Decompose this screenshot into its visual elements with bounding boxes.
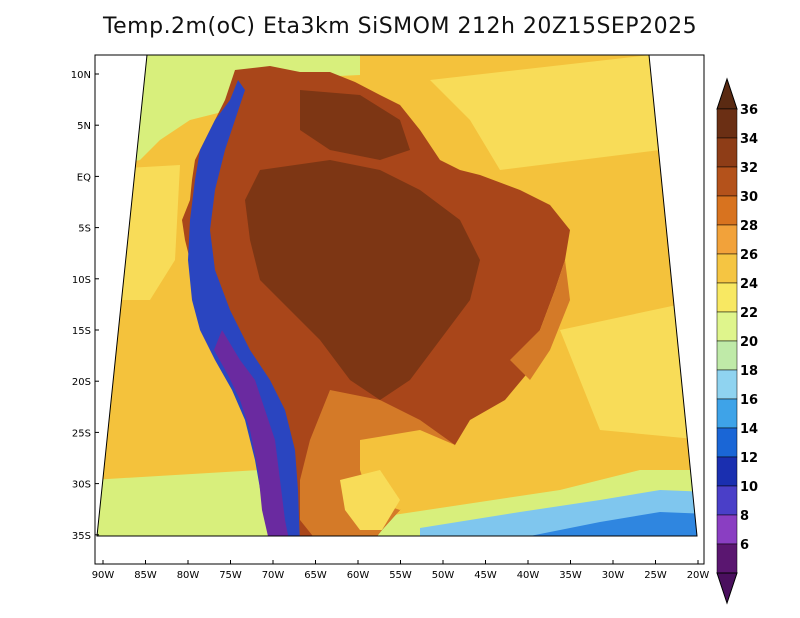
ocean-atlantic-mid-mild [560,300,697,440]
colorbar-label: 28 [740,219,758,234]
lat-tick-label: 35S [72,531,91,542]
colorbar-label: 8 [740,509,749,524]
lon-tick-label: 25W [644,570,667,581]
lon-tick-label: 35W [559,570,582,581]
map-field [97,55,697,536]
lon-tick-label: 50W [432,570,455,581]
axes-frame [94,54,705,565]
map-title: Temp.2m(oC) Eta3km SiSMOM 212h 20Z15SEP2… [102,14,698,39]
colorbar-segment [716,282,738,313]
lat-tick-label: EQ [77,172,91,183]
colorbar-label: 12 [740,451,758,466]
colorbar-segment [716,485,738,516]
land-uruguay-mild [340,470,400,530]
colorbar-segment [716,369,738,400]
lon-tick-label: 75W [219,570,242,581]
lat-tick-label: 10S [72,275,91,286]
lon-tick-label: 90W [92,570,115,581]
colorbar-segment [716,195,738,226]
ocean-pacific-south-cool [97,470,270,536]
colorbar-segment [716,166,738,197]
colorbar-label: 30 [740,190,758,205]
ocean-atlantic-south-colder [520,512,697,536]
colorbar-label: 32 [740,161,758,176]
colorbar-label: 26 [740,248,758,263]
colorbar: 36 34 32 30 28 26 24 22 20 18 16 14 12 10 8 6 [716,77,758,605]
lon-tick-label: 55W [389,570,412,581]
colorbar-segment [716,398,738,429]
colorbar-label: 10 [740,480,758,495]
colorbar-segment [716,456,738,487]
colorbar-label: 16 [740,393,758,408]
lat-tick-label: 10N [71,70,91,81]
lat-tick-label: 15S [72,326,91,337]
colorbar-label: 34 [740,132,758,147]
lat-tick-label: 5S [78,224,91,235]
colorbar-segment [716,514,738,545]
andes-very-cold [214,330,290,536]
colorbar-segment [716,224,738,255]
lon-tick-label: 65W [304,570,327,581]
colorbar-top-arrow [716,77,738,110]
longitude-axis: 90W 85W 80W 75W 70W 65W 60W 55W 50W 45W 40W 35W 30W 2… [92,560,710,581]
colorbar-label: 24 [740,277,758,292]
colorbar-label: 18 [740,364,758,379]
lon-tick-label: 40W [517,570,540,581]
lon-tick-label: 20W [687,570,710,581]
lon-tick-label: 70W [262,570,285,581]
lon-tick-label: 85W [134,570,157,581]
lon-tick-label: 60W [347,570,370,581]
lon-tick-label: 80W [177,570,200,581]
land-interior-very-hot [245,160,480,400]
andes-cold [188,80,300,536]
colorbar-segment [716,108,738,139]
colorbar-segment [716,137,738,168]
colorbar-segment [716,543,738,574]
ocean-atlantic-north-mild [430,55,660,170]
colorbar-label: 6 [740,538,749,553]
colorbar-label: 14 [740,422,758,437]
lat-tick-label: 30S [72,480,91,491]
colorbar-segment [716,253,738,284]
colorbar-bottom-arrow [716,572,738,605]
colorbar-label: 36 [740,103,758,118]
latitude-axis: 10N 5N EQ 5S 10S 15S 20S 25S 30S 35S [71,70,99,542]
colorbar-segment [716,340,738,371]
lat-tick-label: 5N [77,121,91,132]
land-guiana-very-hot [300,90,410,160]
lat-tick-label: 25S [72,428,91,439]
colorbar-segment [716,311,738,342]
colorbar-label: 20 [740,335,758,350]
colorbar-segment [716,427,738,458]
lat-tick-label: 20S [72,377,91,388]
lon-tick-label: 30W [602,570,625,581]
land-coastal-warm [510,260,570,380]
colorbar-label: 22 [740,306,758,321]
lon-tick-label: 45W [474,570,497,581]
